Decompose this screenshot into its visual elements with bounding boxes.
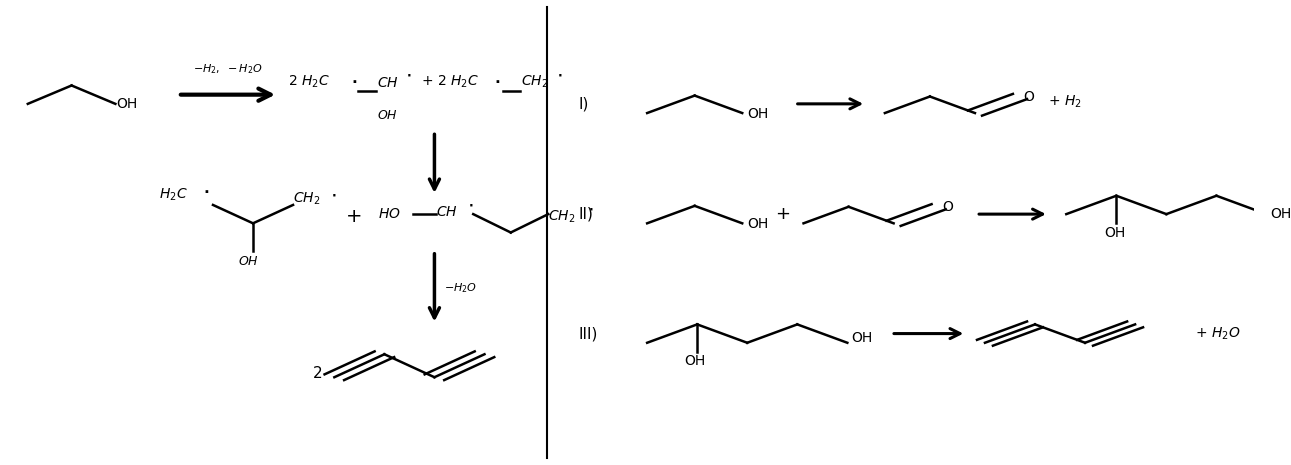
Text: O: O xyxy=(1024,89,1034,104)
Text: $+\ H_2O$: $+\ H_2O$ xyxy=(1195,326,1241,342)
Text: $+$: $+$ xyxy=(345,207,361,226)
Text: I): I) xyxy=(578,96,589,111)
Text: $OH$: $OH$ xyxy=(238,254,259,267)
Text: $\mathbf{\bullet}$: $\mathbf{\bullet}$ xyxy=(494,73,501,88)
Text: OH: OH xyxy=(1104,226,1124,239)
Text: $CH_2$: $CH_2$ xyxy=(549,208,576,225)
Text: $\mathbf{\bullet}$: $\mathbf{\bullet}$ xyxy=(351,73,356,88)
Text: $CH_2$: $CH_2$ xyxy=(520,73,549,90)
Text: II): II) xyxy=(578,206,593,222)
Text: $\mathbf{\bullet}$: $\mathbf{\bullet}$ xyxy=(469,199,474,212)
Text: $\mathbf{\bullet}$: $\mathbf{\bullet}$ xyxy=(556,69,563,82)
Text: $HO$: $HO$ xyxy=(378,207,402,221)
Text: $2$: $2$ xyxy=(311,365,321,381)
Text: $CH$: $CH$ xyxy=(435,205,457,219)
Text: III): III) xyxy=(578,326,598,341)
Text: OH: OH xyxy=(851,331,873,345)
Text: $\mathbf{\bullet}$: $\mathbf{\bullet}$ xyxy=(589,202,594,215)
Text: $CH_2$: $CH_2$ xyxy=(293,191,320,207)
Text: $H_2C$: $H_2C$ xyxy=(159,186,187,203)
Text: OH: OH xyxy=(747,217,768,231)
Text: OH: OH xyxy=(684,354,706,368)
Text: $-H_2,\ -H_2O$: $-H_2,\ -H_2O$ xyxy=(194,62,263,76)
Text: $OH$: $OH$ xyxy=(377,109,398,122)
Text: OH: OH xyxy=(116,97,138,111)
Text: $\mathbf{\bullet}$: $\mathbf{\bullet}$ xyxy=(330,188,336,201)
Text: OH: OH xyxy=(747,107,768,121)
Text: $2\ H_2C$: $2\ H_2C$ xyxy=(288,73,330,90)
Text: $-H_2O$: $-H_2O$ xyxy=(444,281,478,294)
Text: O: O xyxy=(942,200,953,214)
Text: OH: OH xyxy=(1270,207,1291,221)
Text: $+\ H_2$: $+\ H_2$ xyxy=(1047,93,1082,110)
Text: $+\ 2\ H_2C$: $+\ 2\ H_2C$ xyxy=(421,73,479,90)
Text: $CH$: $CH$ xyxy=(377,76,399,90)
Text: $\mathbf{\bullet}$: $\mathbf{\bullet}$ xyxy=(405,69,411,82)
Text: $\mathbf{\bullet}$: $\mathbf{\bullet}$ xyxy=(203,183,209,198)
Text: $+$: $+$ xyxy=(775,205,790,223)
